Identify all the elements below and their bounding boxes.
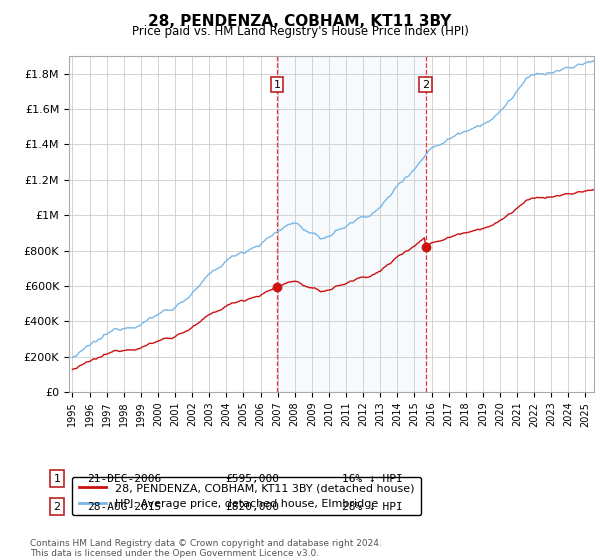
Legend: 28, PENDENZA, COBHAM, KT11 3BY (detached house), HPI: Average price, detached ho: 28, PENDENZA, COBHAM, KT11 3BY (detached… [72, 477, 421, 515]
Text: £595,000: £595,000 [225, 474, 279, 484]
Text: 28% ↓ HPI: 28% ↓ HPI [342, 502, 403, 512]
Text: 16% ↓ HPI: 16% ↓ HPI [342, 474, 403, 484]
Bar [277, 56, 425, 392]
Text: 1: 1 [53, 474, 61, 484]
Text: 2: 2 [53, 502, 61, 512]
Text: 28-AUG-2015: 28-AUG-2015 [87, 502, 161, 512]
Text: Contains HM Land Registry data © Crown copyright and database right 2024.
This d: Contains HM Land Registry data © Crown c… [30, 539, 382, 558]
Text: Price paid vs. HM Land Registry's House Price Index (HPI): Price paid vs. HM Land Registry's House … [131, 25, 469, 38]
Text: 21-DEC-2006: 21-DEC-2006 [87, 474, 161, 484]
Text: £820,000: £820,000 [225, 502, 279, 512]
Text: 1: 1 [274, 80, 281, 90]
Text: 28, PENDENZA, COBHAM, KT11 3BY: 28, PENDENZA, COBHAM, KT11 3BY [148, 14, 452, 29]
Text: 2: 2 [422, 80, 429, 90]
